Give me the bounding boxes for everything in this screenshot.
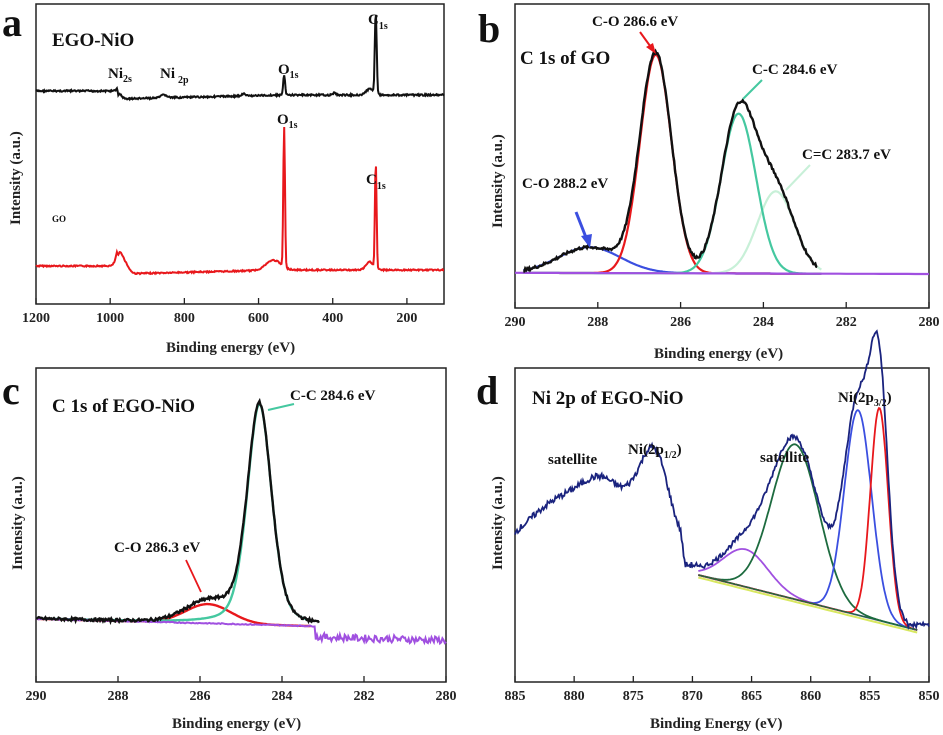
panel-b-ticklabel-4: 282 [836, 315, 857, 330]
background-d2 [698, 574, 918, 631]
baseline-b [515, 271, 929, 276]
envelope-b [523, 48, 818, 273]
peak-ni2p-label: Ni 2p [160, 66, 189, 86]
arrow-cc-c [267, 403, 295, 411]
panel-c-xlabel: Binding energy (eV) [172, 716, 301, 732]
panel-d-ticklabel-1: 880 [564, 689, 585, 704]
panel-a-ticklabel-1: 1000 [96, 311, 124, 326]
panel-a-title: EGO-NiO [52, 30, 134, 51]
panel-b-frame [514, 3, 930, 309]
panel-a-ticklabel-3: 600 [248, 311, 269, 326]
background-d [698, 576, 918, 634]
panel-d-curves [514, 329, 930, 634]
ann-cc-2837: C=C 283.7 eV [802, 147, 891, 163]
panel-c-ticklabel-4: 282 [354, 689, 375, 704]
panel-c-ylabel: Intensity (a.u.) [10, 476, 26, 570]
panel-a-xlabel: Binding energy (eV) [166, 340, 295, 356]
panel-d-ticklabel-0: 885 [505, 689, 526, 704]
panel-b-title: C 1s of GO [520, 48, 610, 69]
panel-d-ylabel: Intensity (a.u.) [490, 476, 506, 570]
fit-co-2866 [523, 53, 822, 275]
panel-d-title: Ni 2p of EGO-NiO [532, 388, 683, 409]
panel-a-label: a [2, 0, 22, 45]
panel-a: a EGO-NiO Intensity (a.u.) Binding energ… [2, 0, 445, 356]
panel-d-ticklabel-6: 855 [859, 689, 880, 704]
panel-a-xticks: 1200 1000 800 600 400 200 [22, 298, 417, 326]
peak-o1s-red-label: O1s [277, 112, 298, 131]
panel-c-ticklabel-3: 284 [272, 689, 293, 704]
series-go [35, 126, 445, 276]
envelope-c [35, 397, 320, 626]
ann-co-2863-c: C-O 286.3 eV [114, 540, 200, 556]
panel-c-title: C 1s of EGO-NiO [52, 396, 195, 417]
panel-d: d Ni 2p of EGO-NiO Intensity (a.u.) Bind… [476, 329, 940, 732]
peak-c1s-red-label: C1s [366, 172, 386, 192]
ann-ni-2p12: Ni(2p1/2) [628, 442, 682, 461]
panel-c-ticklabel-2: 286 [190, 689, 211, 704]
panel-a-frame [35, 3, 445, 305]
panel-b-ticklabel-3: 284 [753, 315, 774, 330]
panel-b-ticklabel-2: 286 [670, 315, 691, 330]
go-series-label: GO [52, 214, 66, 224]
panel-b-curves [515, 48, 929, 276]
panel-a-ticklabel-5: 200 [396, 311, 417, 326]
panel-c-ticklabel-0: 290 [26, 689, 47, 704]
ann-satellite-2: satellite [760, 450, 809, 466]
panel-b-xticks: 290 288 286 284 282 280 [505, 302, 940, 330]
arrow-cc-2837 [785, 164, 811, 191]
fit-ni-854 [698, 406, 918, 631]
panel-d-ticklabel-4: 865 [741, 689, 762, 704]
panel-b-ticklabel-1: 288 [587, 315, 608, 330]
panel-c-ticklabel-1: 288 [108, 689, 129, 704]
ann-satellite-1: satellite [548, 452, 597, 468]
peak-ni2s-label: Ni2s [108, 66, 132, 85]
peak-c1s-black-label: C1s [368, 12, 388, 32]
arrow-cc-2846 [742, 79, 763, 100]
panel-a-ticklabel-4: 400 [322, 311, 343, 326]
arrowhead-co-2882 [581, 234, 592, 248]
panel-c-ticklabel-5: 280 [436, 689, 457, 704]
peak-o1s-black-label: O1s [278, 62, 299, 81]
panel-d-ticklabel-7: 850 [919, 689, 940, 704]
panel-b-ticklabel-0: 290 [505, 315, 526, 330]
ann-ni-2p32: Ni(2p3/2) [838, 390, 892, 409]
panel-c-frame [35, 367, 447, 683]
panel-c: c C 1s of EGO-NiO Intensity (a.u.) Bindi… [2, 367, 457, 732]
ann-cc-2846-c: C-C 284.6 eV [290, 388, 376, 404]
panel-d-xticks: 885 880 875 870 865 860 855 850 [505, 676, 940, 704]
arrowhead-co-2866 [646, 43, 656, 54]
envelope-d [514, 329, 930, 631]
panel-b-ticklabel-5: 280 [919, 315, 940, 330]
panel-b-ylabel: Intensity (a.u.) [490, 134, 506, 228]
panel-a-ticklabel-0: 1200 [22, 311, 50, 326]
panel-a-ylabel: Intensity (a.u.) [8, 131, 24, 225]
panel-d-xlabel: Binding Energy (eV) [650, 716, 783, 732]
series-ego-nio [35, 14, 445, 102]
panel-d-frame [514, 367, 930, 683]
panel-d-ticklabel-3: 870 [682, 689, 703, 704]
panel-d-label: d [476, 368, 498, 413]
panel-b-xlabel: Binding energy (eV) [654, 346, 783, 362]
panel-c-xticks: 290 288 286 284 282 280 [26, 676, 457, 704]
panel-b-label: b [478, 6, 500, 51]
ann-cc-2846: C-C 284.6 eV [752, 62, 838, 78]
ann-co-2866: C-O 286.6 eV [592, 14, 678, 30]
panel-d-ticklabel-2: 875 [623, 689, 644, 704]
panel-c-label: c [2, 368, 20, 413]
panel-a-ticklabel-2: 800 [174, 311, 195, 326]
arrow-co-c [185, 559, 202, 593]
fit-cc-2846-c [36, 402, 312, 622]
panel-b: b C 1s of GO Intensity (a.u.) Binding en… [478, 3, 940, 362]
ann-co-2882: C-O 288.2 eV [522, 176, 608, 192]
panel-c-curves [35, 397, 447, 646]
panel-d-ticklabel-5: 860 [800, 689, 821, 704]
